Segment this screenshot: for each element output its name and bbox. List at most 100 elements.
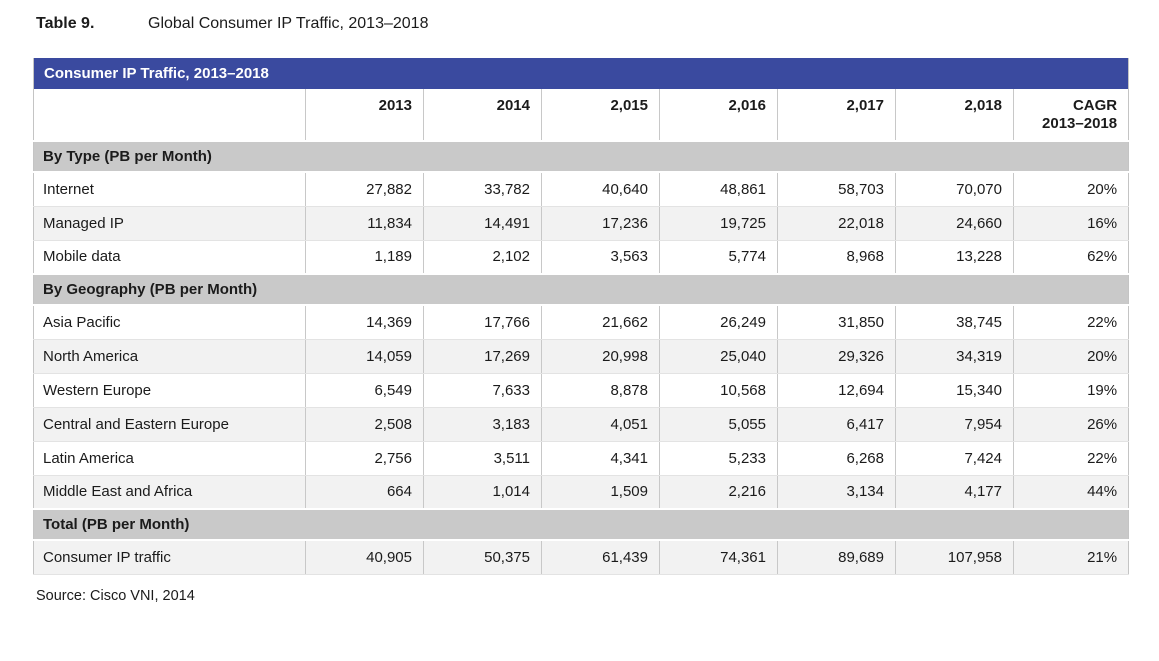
- row-label: Latin America: [33, 441, 306, 476]
- row-label: Middle East and Africa: [33, 475, 306, 510]
- table-cell: 34,319: [895, 339, 1014, 374]
- table-cell: 38,745: [895, 305, 1014, 340]
- table-cell: 664: [305, 475, 424, 510]
- table-cell: 61,439: [541, 540, 660, 575]
- row-label: Mobile data: [33, 240, 306, 275]
- table-cell: 11,834: [305, 206, 424, 241]
- page: Table 9. Global Consumer IP Traffic, 2013…: [33, 14, 1159, 604]
- consumer-ip-traffic-table: Consumer IP Traffic, 2013–2018 2013 2014…: [33, 58, 1130, 575]
- table-cell-cagr: 16%: [1012, 206, 1129, 241]
- table-cell-cagr: 21%: [1012, 540, 1129, 575]
- table-cell: 1,509: [541, 475, 660, 510]
- table-cell: 21,662: [541, 305, 660, 340]
- cagr-header-line2: 2013–2018: [1042, 115, 1118, 132]
- table-row-western-europe: Western Europe 6,549 7,633 8,878 10,568 …: [33, 373, 1129, 408]
- row-label: Internet: [33, 172, 306, 207]
- table-row-north-america: North America 14,059 17,269 20,998 25,04…: [33, 339, 1129, 374]
- row-label: Managed IP: [33, 206, 306, 241]
- table-cell: 2,216: [659, 475, 778, 510]
- table-cell: 22,018: [777, 206, 896, 241]
- table-cell: 17,766: [423, 305, 542, 340]
- table-cell: 1,189: [305, 240, 424, 275]
- table-cell-cagr: 20%: [1012, 172, 1129, 207]
- table-cell: 8,968: [777, 240, 896, 275]
- table-cell: 8,878: [541, 373, 660, 408]
- column-header-2016: 2,016: [659, 89, 778, 141]
- table-cell: 7,954: [895, 407, 1014, 442]
- table-row-latin-america: Latin America 2,756 3,511 4,341 5,233 6,…: [33, 441, 1129, 476]
- table-cell: 3,511: [423, 441, 542, 476]
- table-cell: 12,694: [777, 373, 896, 408]
- table-header-bar-text: Consumer IP Traffic, 2013–2018: [33, 58, 1129, 89]
- section-header-label: By Geography (PB per Month): [33, 273, 1129, 306]
- table-header-bar: Consumer IP Traffic, 2013–2018: [33, 58, 1129, 89]
- table-cell: 1,014: [423, 475, 542, 510]
- column-header-2013: 2013: [305, 89, 424, 141]
- table-cell-cagr: 22%: [1012, 305, 1129, 340]
- table-row-central-eastern-europe: Central and Eastern Europe 2,508 3,183 4…: [33, 407, 1129, 442]
- table-row-middle-east-africa: Middle East and Africa 664 1,014 1,509 2…: [33, 475, 1129, 510]
- table-cell: 4,341: [541, 441, 660, 476]
- column-header-2017: 2,017: [777, 89, 896, 141]
- table-cell: 13,228: [895, 240, 1014, 275]
- table-cell: 7,633: [423, 373, 542, 408]
- table-cell: 5,233: [659, 441, 778, 476]
- document-title: Table 9. Global Consumer IP Traffic, 2013…: [33, 14, 1159, 34]
- table-cell-cagr: 20%: [1012, 339, 1129, 374]
- table-cell-cagr: 44%: [1012, 475, 1129, 510]
- table-cell: 40,640: [541, 172, 660, 207]
- table-cell: 6,417: [777, 407, 896, 442]
- table-cell: 29,326: [777, 339, 896, 374]
- table-cell: 2,508: [305, 407, 424, 442]
- cagr-header-line1: CAGR: [1072, 97, 1118, 114]
- row-label: Asia Pacific: [33, 305, 306, 340]
- column-header-2015: 2,015: [541, 89, 660, 141]
- column-header-blank: [33, 89, 306, 141]
- table-cell: 6,268: [777, 441, 896, 476]
- section-header-total: Total (PB per Month): [33, 508, 1129, 541]
- table-cell: 7,424: [895, 441, 1014, 476]
- table-cell: 15,340: [895, 373, 1014, 408]
- table-cell: 14,369: [305, 305, 424, 340]
- table-cell: 4,177: [895, 475, 1014, 510]
- column-header-2014: 2014: [423, 89, 542, 141]
- table-number-label: Table 9.: [36, 15, 95, 32]
- section-header-by-type: By Type (PB per Month): [33, 140, 1129, 173]
- table-row-internet: Internet 27,882 33,782 40,640 48,861 58,…: [33, 172, 1129, 207]
- column-header-row: 2013 2014 2,015 2,016 2,017 2,018 CAGR 2…: [33, 89, 1129, 141]
- section-header-label: Total (PB per Month): [33, 508, 1129, 541]
- table-cell: 50,375: [423, 540, 542, 575]
- table-row-consumer-ip-traffic: Consumer IP traffic 40,905 50,375 61,439…: [33, 540, 1129, 575]
- table-row-managed-ip: Managed IP 11,834 14,491 17,236 19,725 2…: [33, 206, 1129, 241]
- table-cell: 14,491: [423, 206, 542, 241]
- column-header-2018: 2,018: [895, 89, 1014, 141]
- source-note: Source: Cisco VNI, 2014: [36, 587, 195, 604]
- table-cell: 14,059: [305, 339, 424, 374]
- table-cell: 5,055: [659, 407, 778, 442]
- row-label: Western Europe: [33, 373, 306, 408]
- row-label: North America: [33, 339, 306, 374]
- table-cell: 4,051: [541, 407, 660, 442]
- table-cell: 17,269: [423, 339, 542, 374]
- table-cell: 5,774: [659, 240, 778, 275]
- table-cell: 2,756: [305, 441, 424, 476]
- table-cell: 74,361: [659, 540, 778, 575]
- table-cell: 20,998: [541, 339, 660, 374]
- table-cell: 3,563: [541, 240, 660, 275]
- table-cell: 6,549: [305, 373, 424, 408]
- table-cell: 3,183: [423, 407, 542, 442]
- table-cell: 25,040: [659, 339, 778, 374]
- section-header-label: By Type (PB per Month): [33, 140, 1129, 173]
- table-cell: 48,861: [659, 172, 778, 207]
- table-cell-cagr: 22%: [1012, 441, 1129, 476]
- table-row-mobile-data: Mobile data 1,189 2,102 3,563 5,774 8,96…: [33, 240, 1129, 275]
- table-cell: 24,660: [895, 206, 1014, 241]
- table-cell: 89,689: [777, 540, 896, 575]
- table-cell: 26,249: [659, 305, 778, 340]
- table-cell: 17,236: [541, 206, 660, 241]
- table-row-asia-pacific: Asia Pacific 14,369 17,766 21,662 26,249…: [33, 305, 1129, 340]
- table-cell: 31,850: [777, 305, 896, 340]
- table-cell: 40,905: [305, 540, 424, 575]
- section-header-by-geography: By Geography (PB per Month): [33, 273, 1129, 306]
- column-header-cagr: CAGR 2013–2018: [1012, 89, 1129, 141]
